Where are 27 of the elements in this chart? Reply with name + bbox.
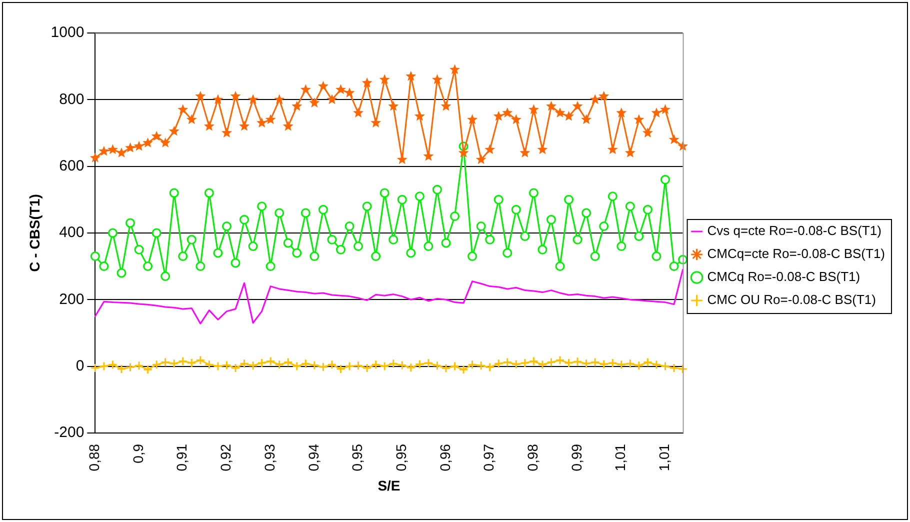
y-axis-title: C - CBS(T1) — [26, 194, 42, 272]
x-tick-label: 0,95 — [349, 444, 366, 472]
x-tick-label: 0,95 — [392, 444, 409, 472]
y-tick-label: -200 — [54, 424, 84, 442]
y-tick-label: 0 — [76, 357, 84, 374]
y-tick-label: 400 — [59, 224, 84, 242]
y-tick-label: 1000 — [50, 24, 84, 42]
y-tick-label: 200 — [59, 290, 84, 308]
x-tick-label: 0,88 — [86, 444, 102, 472]
legend-label: CMC OU Ro=-0.08-C BS(T1) — [707, 292, 876, 308]
x-tick-label: 0,99 — [568, 444, 584, 472]
legend-label: CMCq Ro=-0.08-C BS(T1) — [707, 269, 860, 284]
x-tick-label: 0,98 — [524, 444, 541, 472]
legend-label: CMCq=cte Ro=-0.08-C BS(T1) — [707, 246, 886, 262]
x-tick-label: 0,97 — [480, 444, 497, 472]
x-axis-title: S/E — [378, 477, 400, 494]
x-tick-label: 0,92 — [218, 444, 234, 472]
y-tick-label: 800 — [59, 90, 84, 108]
x-tick-label: 1,01 — [612, 444, 628, 472]
x-tick-label: 0,94 — [305, 444, 322, 472]
x-tick-label: 0,93 — [261, 444, 278, 472]
x-tick-label: 1,01 — [656, 444, 672, 472]
legend-label: Cvs q=cte Ro=-0.08-C BS(T1) — [707, 223, 882, 238]
y-tick-label: 600 — [59, 157, 84, 174]
x-tick-label: 0,9 — [130, 444, 146, 464]
x-tick-label: 0,96 — [436, 444, 453, 472]
x-tick-label: 0,91 — [174, 444, 190, 472]
